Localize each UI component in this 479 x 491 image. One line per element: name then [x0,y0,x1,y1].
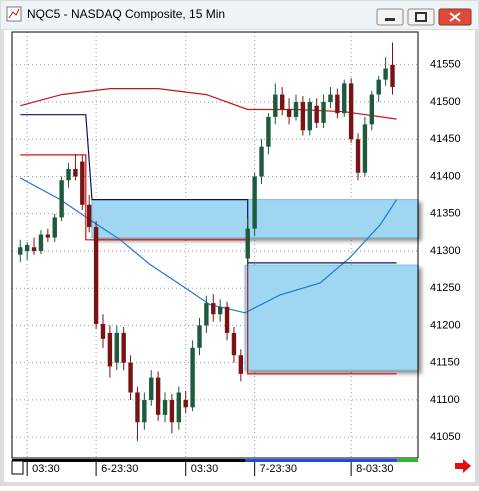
zone [244,264,419,371]
candle-body [335,94,340,114]
candle-body [149,377,154,400]
candle-body [217,306,223,315]
candle-body [121,332,126,363]
scroll-right-arrow[interactable] [455,459,471,473]
y-tick-label: 41400 [430,170,461,182]
candle-body [328,94,333,103]
y-tick-label: 41300 [430,245,461,257]
scroll-thumb[interactable] [245,459,397,462]
candle-body [390,64,395,88]
window-icon [6,6,22,22]
candle-body [259,146,264,177]
candle-body [128,362,133,393]
overlay-line [20,88,397,120]
scroll-end [397,459,418,462]
candle-body [211,303,216,315]
candle-body [80,161,85,205]
x-tick-label: 8-03:30 [356,463,393,475]
candle-body [18,247,23,255]
y-tick-label: 41550 [430,59,461,71]
candle-body [362,124,368,173]
x-tick-label: 03:30 [191,463,219,475]
candle-body [231,332,237,356]
candle-body [355,139,361,173]
candle-body [266,116,271,147]
candle-body [142,399,147,423]
candle-body [286,109,292,117]
y-tick-label: 41150 [430,357,460,369]
candle-body [73,169,78,177]
minimize-button[interactable] [376,8,404,26]
candle-body [162,399,168,415]
candle-body [155,377,161,415]
overlay-line [20,154,397,375]
candle-body [45,234,51,238]
y-tick-label: 41100 [430,394,460,406]
close-glyph [449,12,461,22]
candle-body [273,94,278,117]
candle-body [204,303,209,326]
y-tick-label: 41350 [430,208,461,220]
candle-body [348,83,354,140]
candle-body [383,68,388,80]
candle-body [300,102,306,131]
candle-body [314,105,319,123]
candle-body [376,79,381,95]
maximize-glyph [415,12,427,22]
x-tick-label: 6-23:30 [101,463,138,475]
candle-body [369,94,375,125]
candle-body [66,169,71,181]
y-tick-label: 41500 [430,96,461,108]
candle-body [87,204,92,228]
x-tick-label: 03:30 [32,463,60,475]
candle-body [38,234,44,251]
candle-body [245,228,250,259]
y-tick-label: 41050 [430,431,461,443]
chart-area [4,30,475,482]
candle-body [31,247,37,251]
candle-body [183,399,188,408]
plot-frame [11,31,419,459]
candle-body [100,323,106,339]
x-tick-label: 7-23:30 [260,463,297,475]
candle-body [321,102,326,123]
candle-body [52,217,57,238]
y-tick-label: 41200 [430,319,461,331]
candle-body [307,102,312,131]
candle-body [280,94,285,110]
plot [12,32,419,458]
candle-body [197,325,202,348]
candle-body [59,180,64,218]
maximize-button[interactable] [407,8,435,26]
candle-body [176,392,182,423]
candle-body [135,392,140,423]
candle-body [169,399,175,423]
y-tick-label: 41450 [430,133,461,145]
candle-body [190,347,195,408]
corner-box[interactable] [11,460,24,475]
candle-body [114,332,119,363]
scroll-bar [12,459,418,462]
candle-body [293,102,299,117]
candle-body [224,306,230,333]
minimize-glyph [385,18,395,21]
y-tick-label: 41250 [430,282,461,294]
candle-body [24,245,30,251]
candle-body [93,227,99,324]
candle-body [238,355,244,374]
candle-body [342,83,347,114]
candle-body [107,332,113,367]
overlay-line [20,114,397,264]
window-icon-glyph [8,8,20,19]
candle-body [252,176,257,229]
window-title: NQC5 - NASDAQ Composite, 15 Min [27,7,225,21]
